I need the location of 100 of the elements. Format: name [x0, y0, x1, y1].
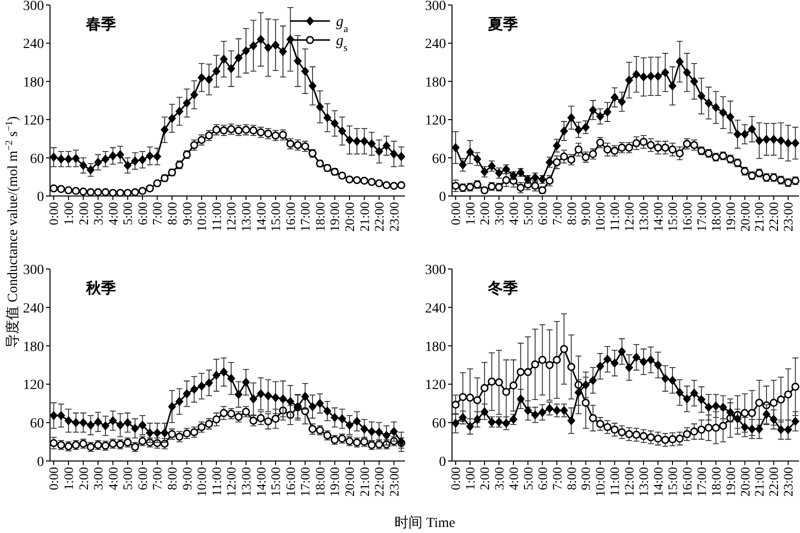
point [368, 427, 376, 436]
point [748, 124, 756, 134]
point [719, 422, 728, 430]
x-tick-label: 3:00 [90, 202, 106, 226]
y-tick-label: 300 [425, 263, 446, 278]
point [538, 408, 546, 417]
point [160, 125, 169, 134]
x-tick-label: 23:00 [386, 202, 402, 232]
point [50, 152, 58, 162]
point [375, 147, 384, 156]
x-tick-label: 13:00 [636, 202, 652, 232]
point [610, 92, 619, 102]
x-tick-label: 7:00 [549, 202, 564, 226]
point [64, 416, 72, 426]
point [116, 188, 124, 197]
point [632, 352, 640, 362]
point [719, 108, 727, 117]
x-tick-label: 9:00 [578, 467, 594, 490]
point [516, 394, 525, 404]
point [79, 161, 88, 170]
x-tick-label: 17:00 [298, 202, 313, 232]
point [668, 146, 676, 154]
point [473, 415, 482, 424]
point [734, 414, 742, 424]
point [330, 119, 339, 128]
point [538, 356, 546, 364]
x-tick-label: 10:00 [592, 467, 608, 497]
x-tick-label: 9:00 [179, 467, 194, 490]
point [57, 411, 65, 420]
point [220, 409, 228, 417]
x-tick-label: 10:00 [194, 467, 210, 497]
point [610, 358, 619, 368]
x-tick-label: 8:00 [164, 202, 180, 226]
x-tick-label: 11:00 [607, 467, 622, 496]
point [610, 426, 619, 434]
point [531, 410, 540, 420]
point [625, 76, 634, 85]
point [618, 97, 626, 106]
point [770, 415, 778, 424]
x-tick-label: 5:00 [120, 467, 136, 490]
point [397, 181, 406, 190]
point [272, 414, 280, 423]
point [712, 424, 720, 432]
point [182, 389, 191, 398]
point [784, 425, 792, 434]
point [596, 362, 604, 371]
point [762, 410, 770, 419]
x-tick-label: 11:00 [607, 202, 622, 232]
point [360, 424, 368, 434]
point [712, 402, 720, 410]
point [640, 432, 648, 440]
x-tick-label: 6:00 [534, 467, 550, 490]
point [596, 420, 604, 428]
x-tick-label: 8:00 [164, 467, 180, 490]
point [791, 138, 800, 148]
x-tick-label: 10:00 [194, 202, 210, 232]
x-tick-label: 6:00 [134, 467, 150, 490]
y-tick-label: 0 [439, 190, 446, 205]
point [375, 179, 384, 188]
point [375, 428, 384, 437]
point [323, 113, 332, 122]
legend-label: g$_{s}$ [336, 33, 348, 54]
y-tick-label: 300 [425, 0, 446, 14]
point [560, 152, 568, 161]
point [698, 395, 706, 404]
text: 夏季 [487, 16, 518, 33]
point [205, 378, 213, 388]
point [640, 72, 648, 82]
point [582, 398, 590, 407]
point [458, 160, 467, 170]
point [690, 428, 698, 436]
x-tick-label: 1:00 [462, 202, 478, 226]
x-tick-label: 22:00 [372, 467, 387, 497]
point [567, 113, 576, 122]
x-tick-label: 3:00 [491, 467, 506, 490]
point [294, 56, 302, 66]
point [301, 66, 310, 76]
point [560, 406, 568, 415]
point [480, 384, 489, 392]
x-tick-label: 2:00 [477, 467, 492, 490]
point [748, 424, 756, 434]
x-tick-label: 20:00 [737, 467, 752, 497]
point [353, 416, 361, 426]
x-tick-label: 4:00 [105, 467, 120, 490]
point [466, 394, 474, 402]
point [654, 72, 662, 81]
y-tick-label: 240 [23, 37, 44, 52]
x-tick-label: 8:00 [564, 202, 579, 226]
x-tick-label: 1:00 [462, 467, 478, 490]
y-tick-label: 180 [23, 75, 44, 90]
point [212, 66, 220, 76]
x-tick-label: 23:00 [780, 202, 796, 232]
point [368, 178, 376, 186]
point [726, 408, 734, 417]
point [279, 394, 287, 404]
x-tick-label: 14:00 [253, 202, 268, 232]
x-axis-title: 时间 Time [394, 515, 456, 531]
x-tick-label: 1:00 [60, 467, 76, 490]
point [784, 138, 792, 148]
point [397, 152, 406, 161]
